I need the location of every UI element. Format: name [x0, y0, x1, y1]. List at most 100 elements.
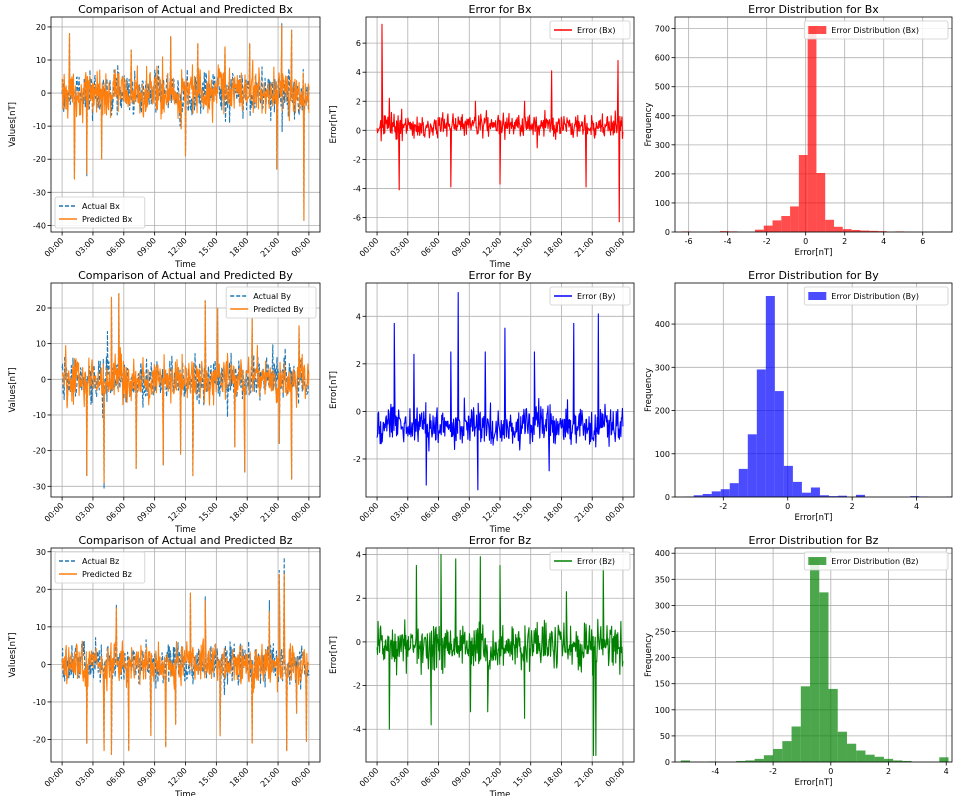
chart-panel: 30 20 10 0 -10 -20 00:00 03:00 06:00 09:00 12:00 15… — [8, 534, 321, 796]
legend: Error Distribution (Bx) — [803, 20, 949, 40]
y-tick-label: -4 — [353, 725, 361, 734]
y-tick-label: 600 — [655, 54, 670, 63]
y-tick-label: -2 — [353, 682, 361, 691]
y-tick-label: 200 — [655, 654, 670, 663]
chart-title: Comparison of Actual and Predicted By — [78, 269, 293, 282]
y-axis-label: Values[nT] — [8, 368, 18, 413]
x-tick-label: 21:00 — [573, 766, 596, 789]
y-axis-label: Frequency — [644, 368, 654, 412]
chart-panel: 20 10 0 -10 -20 -30 00:00 03:00 06:00 09:00 12:00 1… — [8, 269, 321, 535]
legend-entry: Predicted Bz — [82, 570, 132, 579]
x-tick-label: -2 — [763, 237, 771, 246]
x-tick-label: 15:00 — [511, 766, 534, 789]
x-tick-label: 18:00 — [228, 236, 251, 259]
x-tick-label: 2 — [886, 767, 891, 776]
y-tick-label: -6 — [353, 213, 361, 222]
y-tick-label: 10 — [36, 56, 46, 65]
legend-swatch — [808, 557, 827, 565]
histogram-bar — [828, 688, 838, 762]
x-tick-label: 21:00 — [259, 236, 282, 259]
y-tick-label: -10 — [33, 698, 46, 707]
legend-swatch — [808, 26, 827, 34]
grid — [51, 17, 320, 232]
legend-box — [549, 20, 631, 40]
axes-frame — [674, 282, 953, 498]
histogram-bar — [810, 487, 820, 497]
x-tick-label: 00:00 — [358, 236, 381, 259]
histogram-bar — [765, 295, 775, 497]
x-tick-label: 0 — [828, 767, 833, 776]
x-tick-label: 12:00 — [166, 501, 189, 524]
histogram-bar — [833, 226, 843, 232]
legend: Error (By) — [549, 286, 631, 306]
legend: Error (Bz) — [549, 551, 631, 571]
legend-entry: Predicted By — [253, 305, 304, 314]
y-axis-label: Error[nT] — [329, 371, 339, 409]
plot-area — [61, 556, 310, 756]
x-axis-label: Time — [489, 790, 511, 796]
legend-box — [54, 551, 146, 584]
x-tick-label: 18:00 — [542, 766, 565, 789]
y-tick-label: 250 — [655, 628, 670, 637]
y-tick-label: 0 — [665, 228, 670, 237]
axes-frame — [674, 547, 953, 763]
histogram-bar — [807, 26, 817, 232]
y-tick-label: 4 — [356, 312, 361, 321]
x-axis-label: Time — [489, 525, 511, 535]
y-tick-label: -20 — [33, 447, 46, 456]
x-tick-label: 12:00 — [481, 766, 504, 789]
plot-area — [376, 291, 624, 491]
y-tick-label: 300 — [655, 601, 670, 610]
y-tick-label: 100 — [655, 450, 670, 459]
plot-area — [61, 23, 310, 221]
x-tick-label: 06:00 — [105, 766, 128, 789]
x-tick-label: 00:00 — [290, 501, 313, 524]
histogram-bar — [874, 756, 884, 762]
x-tick-label: 4 — [881, 237, 886, 246]
x-tick-label: 12:00 — [481, 501, 504, 524]
histogram-bar — [939, 757, 949, 762]
y-tick-label: 2 — [356, 594, 361, 603]
chart-panel: 0 50 100 150 200 250 300 350 400 -4 -2 0 2 4 Error Dis… — [644, 534, 953, 788]
histogram-bar — [720, 489, 730, 497]
histogram-bar — [825, 219, 834, 232]
histogram-bar — [869, 230, 878, 232]
grid — [675, 283, 952, 498]
y-tick-label: 200 — [655, 407, 670, 416]
y-tick-label: 2 — [356, 360, 361, 369]
y-tick-label: 500 — [655, 83, 670, 92]
chart-title: Comparison of Actual and Predicted Bz — [78, 534, 292, 547]
histogram-bar — [754, 229, 764, 232]
x-tick-label: 12:00 — [166, 236, 189, 259]
legend-entry: Actual By — [253, 292, 291, 301]
x-tick-label: 00:00 — [604, 236, 627, 259]
y-tick-label: -10 — [33, 411, 46, 420]
histogram-bar — [702, 493, 712, 497]
chart-panel: 20 10 0 -10 -20 -30 -40 00:00 03:00 06:00 09:00 12:… — [8, 3, 321, 270]
series-line — [61, 24, 310, 221]
x-axis-label: Time — [174, 790, 196, 796]
plot-area — [684, 295, 952, 497]
series-line — [61, 573, 310, 756]
legend-entry: Predicted Bx — [82, 215, 133, 224]
y-tick-label: 2 — [356, 97, 361, 106]
histogram-bar — [902, 760, 912, 762]
x-tick-label: -6 — [685, 237, 693, 246]
x-tick-label: 00:00 — [43, 501, 66, 524]
y-tick-label: 150 — [655, 680, 670, 689]
y-tick-label: -40 — [33, 221, 46, 230]
chart-title: Error Distribution for Bx — [748, 3, 879, 16]
y-axis-label: Frequency — [644, 633, 654, 677]
y-tick-label: 6 — [356, 39, 361, 48]
x-tick-label: 21:00 — [573, 236, 596, 259]
y-tick-label: -30 — [33, 482, 46, 491]
x-tick-label: -2 — [769, 767, 777, 776]
y-tick-label: 0 — [356, 126, 361, 135]
x-tick-label: 21:00 — [259, 766, 282, 789]
y-tick-label: 700 — [655, 25, 670, 34]
histogram-bar — [893, 760, 903, 762]
y-tick-label: 10 — [36, 623, 46, 632]
x-axis-label: Time — [174, 525, 196, 535]
y-tick-label: 300 — [655, 141, 670, 150]
